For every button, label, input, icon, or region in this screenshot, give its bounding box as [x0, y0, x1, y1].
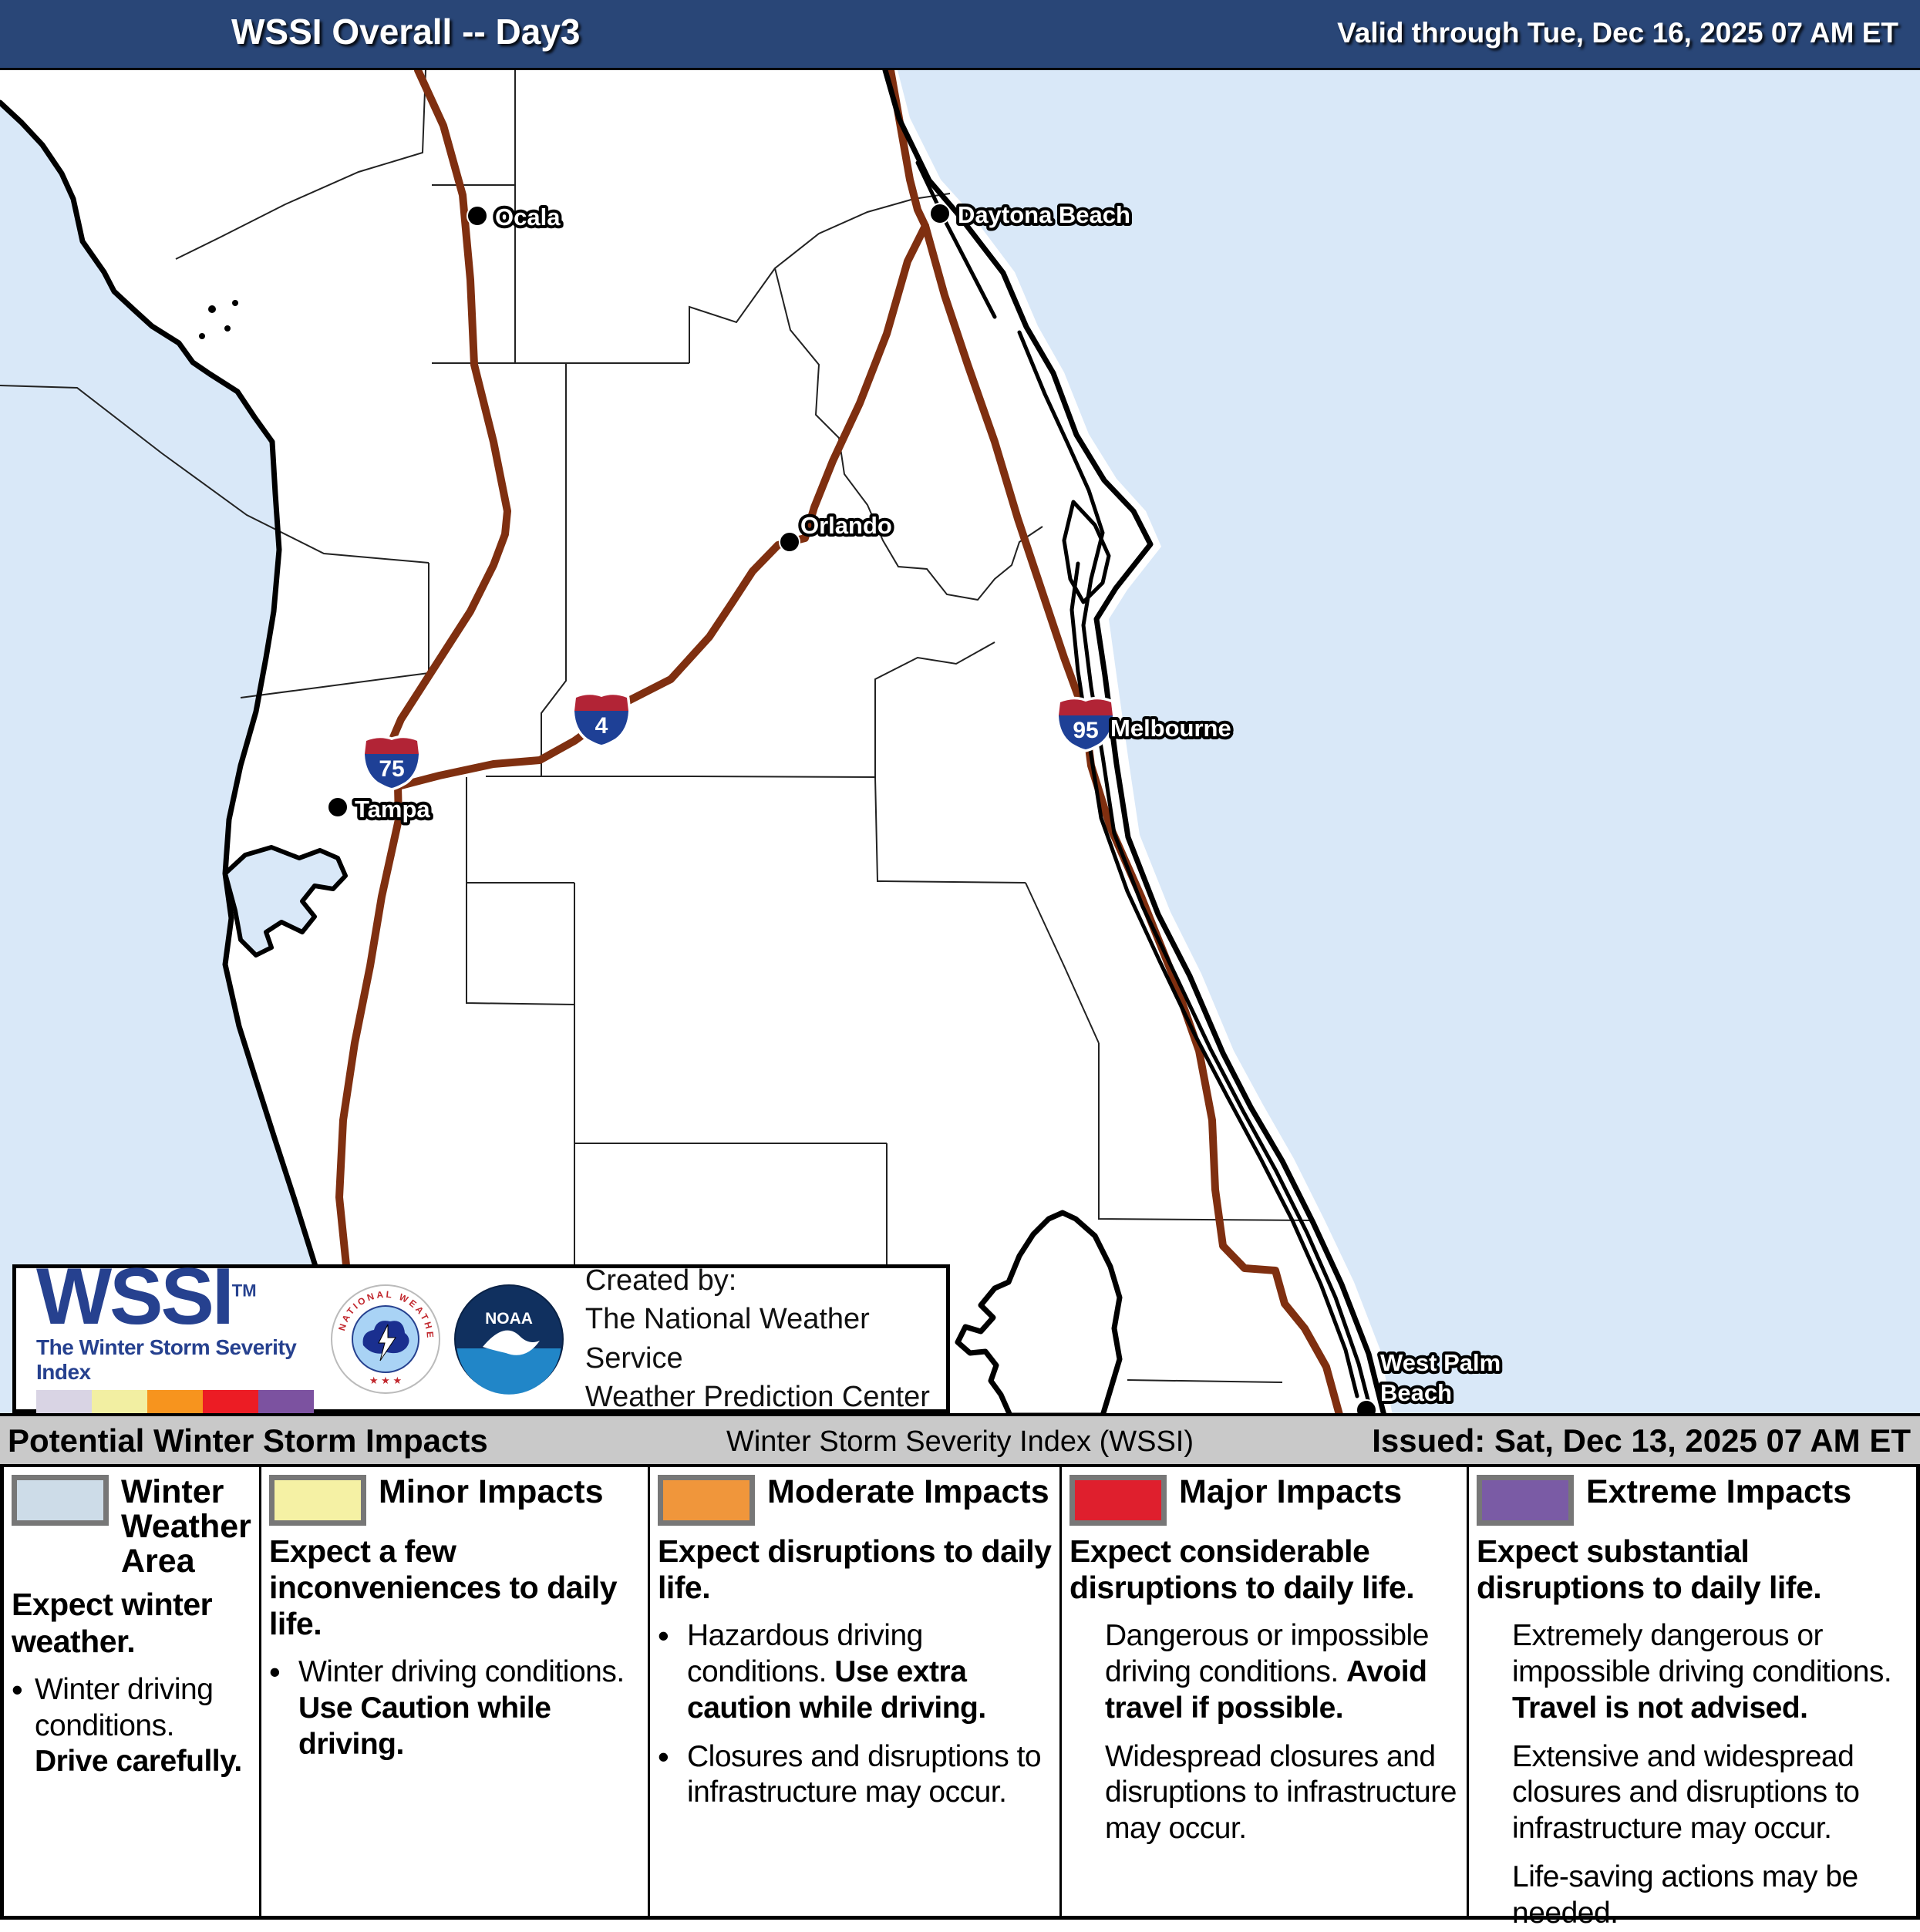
legend-title: Moderate Impacts	[767, 1473, 1049, 1510]
extreme-impacts-swatch	[1477, 1475, 1574, 1526]
legend-column-moderate: Moderate Impacts Expect disruptions to d…	[650, 1467, 1062, 1916]
legend-intro: Expect considerable disruptions to daily…	[1069, 1533, 1415, 1606]
legend-column-major: Major Impacts Expect considerable disrup…	[1062, 1467, 1469, 1916]
title-bar: WSSI Overall -- Day3 Valid through Tue, …	[0, 0, 1920, 68]
city-marker-ocala	[467, 205, 488, 227]
legend-item: • Winter driving conditions. Drive carefu…	[12, 1671, 242, 1779]
legend-title: Winter Weather Area	[121, 1473, 251, 1580]
winter-weather-swatch	[12, 1475, 109, 1526]
major-impacts-swatch	[1069, 1475, 1167, 1526]
bullet-dot: •	[658, 1738, 669, 1775]
strip-cell-extreme	[258, 1389, 314, 1413]
created-by-line2: The National Weather Service	[584, 1303, 870, 1375]
created-by-line1: Created by:	[584, 1264, 737, 1298]
legend-column-extreme: Extreme Impacts Expect substantial disru…	[1469, 1467, 1916, 1930]
legend-intro: Expect substantial disruptions to daily …	[1477, 1533, 1822, 1606]
moderate-impacts-swatch	[658, 1475, 755, 1526]
interstate-4-shield: 4	[571, 692, 632, 748]
atlantic-water	[898, 70, 1920, 1415]
interstate-95-shield: 95	[1056, 696, 1116, 752]
legend-item: Life-saving actions may be needed.	[1512, 1860, 1858, 1930]
bullet-dot: •	[658, 1617, 669, 1654]
bullet-dot: •	[12, 1671, 23, 1708]
legend-intro: Expect winter weather.	[12, 1587, 213, 1659]
county-lines	[0, 70, 1312, 1383]
page-title: WSSI Overall -- Day3	[231, 12, 581, 52]
wssi-severity-strip	[36, 1389, 322, 1413]
interstate-roads	[335, 70, 1343, 1415]
city-label-melbourne: Melbourne	[1110, 715, 1231, 742]
strip-cell-minor	[92, 1389, 147, 1413]
city-label-west-palm-line2: Beach	[1380, 1379, 1452, 1406]
tampa-bay-water	[223, 845, 348, 958]
city-label-orlando: Orlando	[800, 512, 892, 539]
impacts-bar-subtitle: Winter Storm Severity Index (WSSI)	[726, 1425, 1194, 1458]
wssi-tagline: The Winter Storm Severity Index	[36, 1335, 297, 1384]
impacts-bar-title: Potential Winter Storm Impacts	[8, 1422, 488, 1459]
strip-cell-major	[203, 1389, 258, 1413]
wssi-logo-box: WSSITM The Winter Storm Severity Index N…	[12, 1252, 950, 1416]
legend-column-minor: Minor Impacts Expect a few inconvenience…	[261, 1467, 650, 1916]
legend-item: • Hazardous driving conditions. Use extra…	[658, 1617, 986, 1725]
wssi-wordmark: WSSITM	[36, 1252, 257, 1342]
city-label-daytona-beach: Daytona Beach	[958, 201, 1130, 228]
wssi-map: 75 4 95 Ocal	[0, 68, 1920, 1416]
legend-title: Major Impacts	[1179, 1473, 1403, 1510]
strip-cell-winter-weather	[36, 1389, 92, 1413]
road-i4	[394, 222, 929, 790]
minor-impacts-swatch	[269, 1475, 366, 1526]
impacts-title-bar: Potential Winter Storm Impacts Winter St…	[0, 1413, 1920, 1467]
city-marker-daytona-beach	[929, 203, 951, 224]
interstate-shields: 75 4 95	[362, 692, 1116, 791]
coastlines	[0, 70, 1387, 1415]
gulf-islands	[199, 300, 238, 339]
bullet-dot: •	[269, 1654, 281, 1691]
trademark-symbol: TM	[231, 1281, 257, 1301]
city-marker-tampa	[327, 796, 349, 818]
legend-item: • Closures and disruptions to infrastruct…	[658, 1738, 1042, 1809]
legend-item: Dangerous or impossible driving conditio…	[1105, 1619, 1429, 1725]
interstate-75-number: 75	[379, 756, 404, 782]
legend-item: Extremely dangerous or impossible drivin…	[1512, 1619, 1892, 1725]
impacts-legend: Winter Weather Area Expect winter weathe…	[0, 1467, 1920, 1930]
city-label-tampa: Tampa	[355, 796, 430, 823]
created-by-block: Created by: The National Weather Service…	[585, 1261, 946, 1416]
legend-item: • Winter driving conditions. Use Caution …	[269, 1654, 625, 1762]
interstate-75-shield: 75	[362, 735, 422, 791]
wssi-wordmark-block: WSSITM The Winter Storm Severity Index	[16, 1252, 322, 1413]
city-label-ocala: Ocala	[495, 204, 561, 231]
issued-timestamp: Issued: Sat, Dec 13, 2025 07 AM ET	[1372, 1422, 1911, 1459]
svg-text:NOAA: NOAA	[485, 1310, 533, 1328]
created-by-line3: Weather Prediction Center	[584, 1380, 930, 1413]
legend-title: Minor Impacts	[379, 1473, 604, 1510]
strip-cell-moderate	[147, 1389, 203, 1413]
agency-logos: NATIONAL WEATHER SERVICE ★ ★ ★ NOAA	[329, 1283, 565, 1395]
interstate-95-number: 95	[1073, 718, 1098, 743]
marsh-outline	[955, 1210, 1123, 1415]
city-labels: Ocala Daytona Beach Orlando Tampa Melbou…	[352, 198, 1504, 1409]
city-marker-orlando	[779, 531, 800, 553]
city-label-west-palm-line1: West Palm	[1380, 1349, 1501, 1376]
noaa-logo-icon: NOAA	[453, 1284, 564, 1395]
legend-column-winter-weather: Winter Weather Area Expect winter weathe…	[4, 1467, 261, 1916]
road-i95	[887, 70, 1343, 1415]
legend-item: Extensive and widespread closures and di…	[1512, 1739, 1860, 1846]
legend-intro: Expect a few inconveniences to daily lif…	[269, 1533, 618, 1642]
road-i75	[335, 70, 511, 1277]
svg-text:★ ★ ★: ★ ★ ★	[369, 1375, 402, 1386]
interstate-4-number: 4	[595, 713, 608, 739]
legend-title: Extreme Impacts	[1586, 1473, 1852, 1510]
legend-item: Widespread closures and disruptions to i…	[1105, 1739, 1457, 1846]
city-marker-west-palm-beach	[1356, 1399, 1377, 1415]
legend-intro: Expect disruptions to daily life.	[658, 1533, 1052, 1606]
valid-through-text: Valid through Tue, Dec 16, 2025 07 AM ET	[1337, 17, 1898, 49]
florida-basemap: 75 4 95 Ocal	[0, 70, 1920, 1415]
nws-logo-icon: NATIONAL WEATHER SERVICE ★ ★ ★	[330, 1284, 440, 1394]
